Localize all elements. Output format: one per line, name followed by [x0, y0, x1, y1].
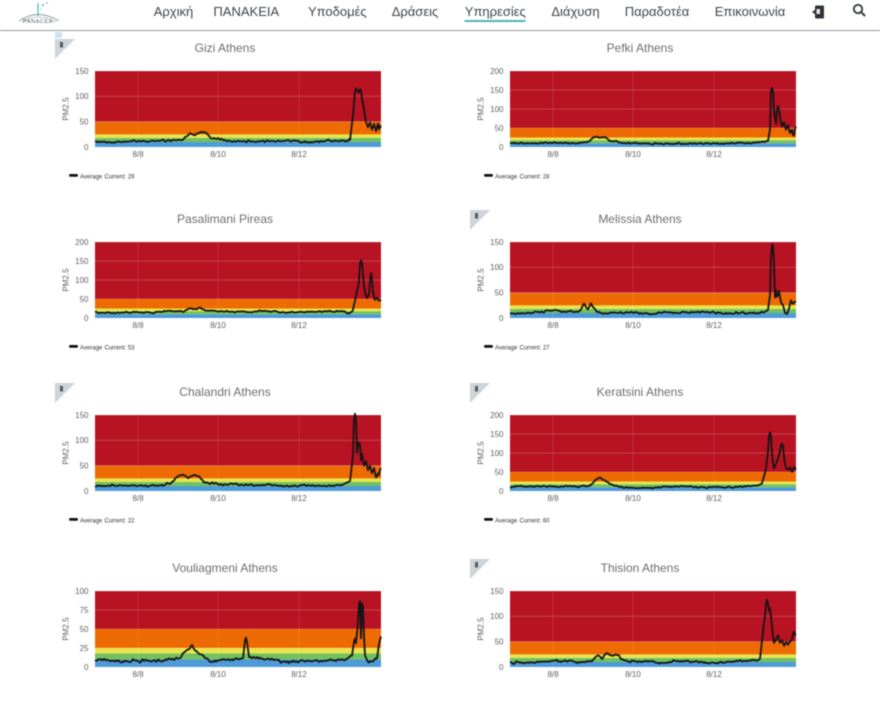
svg-text:8/8: 8/8: [547, 670, 559, 679]
svg-text:50: 50: [80, 117, 89, 126]
svg-text:100: 100: [75, 276, 89, 285]
svg-text:8/8: 8/8: [132, 321, 144, 330]
svg-text:150: 150: [75, 66, 89, 75]
svg-text:0: 0: [499, 486, 504, 495]
svg-text:8/12: 8/12: [706, 670, 722, 679]
svg-text:Pasalimani Pireas: Pasalimani Pireas: [177, 212, 273, 226]
svg-text:Pefki Athens: Pefki Athens: [607, 41, 674, 55]
svg-text:75: 75: [80, 606, 89, 615]
svg-text:8/12: 8/12: [291, 150, 307, 159]
svg-text:PM2.5: PM2.5: [62, 96, 71, 120]
svg-text:Current: 60: Current: 60: [520, 518, 551, 524]
svg-text:Average: Average: [495, 518, 518, 524]
svg-text:150: 150: [490, 238, 504, 247]
svg-text:Vouliagmeni Athens: Vouliagmeni Athens: [172, 561, 277, 575]
svg-text:8/10: 8/10: [625, 150, 641, 159]
svg-text:8/12: 8/12: [706, 150, 722, 159]
svg-text:8/12: 8/12: [291, 670, 307, 679]
svg-text:Gizi Athens: Gizi Athens: [195, 41, 256, 55]
svg-text:Thision Athens: Thision Athens: [601, 561, 680, 575]
svg-text:8/10: 8/10: [210, 150, 226, 159]
svg-text:0: 0: [84, 486, 89, 495]
svg-text:Average: Average: [495, 346, 518, 352]
svg-text:100: 100: [490, 104, 504, 113]
svg-text:8/10: 8/10: [625, 494, 641, 503]
svg-text:0: 0: [499, 663, 504, 672]
svg-text:50: 50: [495, 123, 504, 132]
svg-text:50: 50: [495, 638, 504, 647]
svg-text:PM2.5: PM2.5: [62, 440, 71, 464]
svg-text:8/12: 8/12: [706, 321, 722, 330]
svg-text:50: 50: [495, 467, 504, 476]
svg-text:Melissia Athens: Melissia Athens: [598, 212, 681, 226]
svg-text:Average: Average: [80, 174, 103, 180]
svg-text:PM2.5: PM2.5: [62, 268, 71, 292]
svg-text:0: 0: [84, 314, 89, 323]
svg-text:Current: 22: Current: 22: [105, 518, 136, 524]
svg-text:0: 0: [499, 142, 504, 151]
svg-text:50: 50: [80, 461, 89, 470]
svg-text:150: 150: [75, 410, 89, 419]
svg-text:8/8: 8/8: [132, 494, 144, 503]
svg-text:PM2.5: PM2.5: [477, 268, 486, 292]
svg-text:8/10: 8/10: [210, 670, 226, 679]
svg-text:150: 150: [75, 257, 89, 266]
svg-text:Average: Average: [80, 346, 103, 352]
svg-text:8/10: 8/10: [210, 321, 226, 330]
svg-text:0: 0: [499, 314, 504, 323]
svg-text:150: 150: [490, 429, 504, 438]
svg-text:8/10: 8/10: [625, 321, 641, 330]
svg-text:0: 0: [84, 663, 89, 672]
svg-text:25: 25: [80, 644, 89, 653]
svg-text:0: 0: [84, 142, 89, 151]
svg-text:200: 200: [490, 66, 504, 75]
svg-text:200: 200: [75, 238, 89, 247]
svg-text:200: 200: [490, 410, 504, 419]
svg-text:50: 50: [80, 625, 89, 634]
svg-text:Keratsini Athens: Keratsini Athens: [597, 385, 684, 399]
svg-text:8/8: 8/8: [547, 321, 559, 330]
svg-text:100: 100: [490, 263, 504, 272]
svg-text:100: 100: [490, 448, 504, 457]
svg-text:8/8: 8/8: [547, 150, 559, 159]
svg-text:Average: Average: [495, 174, 518, 180]
svg-text:100: 100: [75, 92, 89, 101]
svg-text:Current: 53: Current: 53: [105, 346, 136, 352]
svg-text:150: 150: [490, 587, 504, 596]
svg-text:8/10: 8/10: [210, 494, 226, 503]
svg-text:100: 100: [75, 587, 89, 596]
svg-text:8/8: 8/8: [132, 150, 144, 159]
svg-text:8/8: 8/8: [132, 670, 144, 679]
svg-text:8/12: 8/12: [706, 494, 722, 503]
svg-text:Average: Average: [80, 518, 103, 524]
svg-text:Current: 28: Current: 28: [520, 174, 551, 180]
svg-text:PANACEA: PANACEA: [23, 19, 53, 25]
svg-text:Current: 27: Current: 27: [520, 346, 551, 352]
svg-text:100: 100: [490, 612, 504, 621]
svg-text:50: 50: [80, 295, 89, 304]
svg-text:PM2.5: PM2.5: [477, 617, 486, 641]
svg-text:100: 100: [75, 436, 89, 445]
svg-text:8/12: 8/12: [291, 321, 307, 330]
svg-text:8/8: 8/8: [547, 494, 559, 503]
svg-text:PM2.5: PM2.5: [477, 440, 486, 464]
svg-text:PM2.5: PM2.5: [62, 617, 71, 641]
svg-text:PM2.5: PM2.5: [477, 96, 486, 120]
svg-text:50: 50: [495, 289, 504, 298]
svg-text:Chalandri Athens: Chalandri Athens: [179, 385, 270, 399]
svg-text:8/10: 8/10: [625, 670, 641, 679]
svg-text:Current: 29: Current: 29: [105, 174, 136, 180]
svg-text:150: 150: [490, 85, 504, 94]
svg-text:8/12: 8/12: [291, 494, 307, 503]
